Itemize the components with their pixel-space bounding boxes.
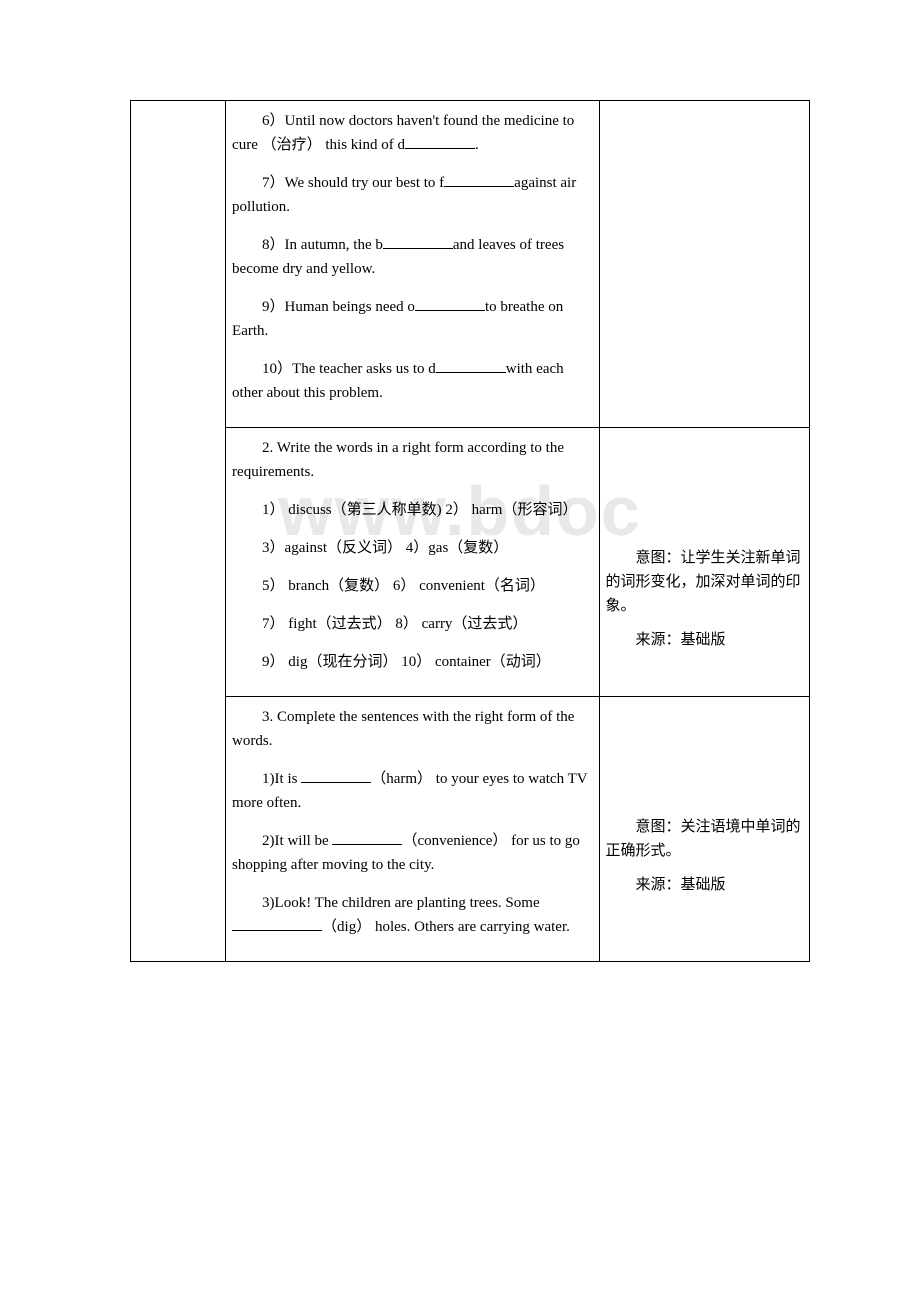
exercise-item: 1)It is （harm） to your eyes to watch TV … [232, 767, 592, 815]
exercise-item: 7）We should try our best to fagainst air… [232, 171, 592, 219]
exercise-item: 9）Human beings need oto breathe on Earth… [232, 295, 592, 343]
table-row: 6）Until now doctors haven't found the me… [131, 101, 810, 428]
exercise-item: 3）against（反义词） 4）gas（复数） [232, 536, 592, 560]
text: 8）In autumn, the b [262, 237, 383, 253]
cell-mid: 6）Until now doctors haven't found the me… [226, 101, 599, 428]
text: 2)It will be [262, 833, 332, 849]
note-text: 意图：让学生关注新单词的词形变化，加深对单词的印象。 [606, 546, 804, 618]
exercise-item: 5） branch（复数） 6） convenient（名词） [232, 574, 592, 598]
note-text: 来源：基础版 [606, 873, 804, 897]
exercise-item: 3)Look! The children are planting trees.… [232, 891, 592, 939]
text: 6）Until now doctors haven't found the me… [232, 113, 574, 153]
note-block: 意图：让学生关注新单词的词形变化，加深对单词的印象。 来源：基础版 [606, 436, 804, 652]
fill-blank [383, 234, 453, 249]
note-block: 意图：关注语境中单词的正确形式。 来源：基础版 [606, 705, 804, 897]
text: 1)It is [262, 771, 301, 787]
exercise-item: 6）Until now doctors haven't found the me… [232, 109, 592, 157]
fill-blank [332, 830, 402, 845]
section-heading: 2. Write the words in a right form accor… [232, 436, 592, 484]
exercise-item: 8）In autumn, the band leaves of trees be… [232, 233, 592, 281]
table-row: 2. Write the words in a right form accor… [131, 428, 810, 697]
cell-mid: 3. Complete the sentences with the right… [226, 697, 599, 962]
cell-mid: 2. Write the words in a right form accor… [226, 428, 599, 697]
fill-blank [415, 296, 485, 311]
text: 9）Human beings need o [262, 299, 415, 315]
exercise-item: 2)It will be （convenience） for us to go … [232, 829, 592, 877]
cell-right: 意图：关注语境中单词的正确形式。 来源：基础版 [599, 697, 810, 962]
exercise-item: 10）The teacher asks us to dwith each oth… [232, 357, 592, 405]
cell-right: 意图：让学生关注新单词的词形变化，加深对单词的印象。 来源：基础版 [599, 428, 810, 697]
table-row: 3. Complete the sentences with the right… [131, 697, 810, 962]
cell-left [131, 101, 226, 962]
fill-blank [436, 358, 506, 373]
document-page: www.bdoc 6）Until now doctors haven't fou… [0, 0, 920, 1022]
note-text: 来源：基础版 [606, 628, 804, 652]
fill-blank [232, 916, 322, 931]
cell-right [599, 101, 810, 428]
text: 7）We should try our best to f [262, 175, 444, 191]
note-text: 意图：关注语境中单词的正确形式。 [606, 815, 804, 863]
text: （dig） holes. Others are carrying water. [322, 919, 570, 935]
text: . [475, 137, 479, 153]
fill-blank [444, 172, 514, 187]
text: 3)Look! The children are planting trees.… [262, 895, 540, 911]
lesson-table: 6）Until now doctors haven't found the me… [130, 100, 810, 962]
section-heading: 3. Complete the sentences with the right… [232, 705, 592, 753]
fill-blank [301, 768, 371, 783]
fill-blank [405, 134, 475, 149]
text: 10）The teacher asks us to d [262, 361, 436, 377]
exercise-item: 7） fight（过去式） 8） carry（过去式） [232, 612, 592, 636]
exercise-item: 9） dig（现在分词） 10） container（动词） [232, 650, 592, 674]
exercise-item: 1） discuss（第三人称单数) 2） harm（形容词） [232, 498, 592, 522]
